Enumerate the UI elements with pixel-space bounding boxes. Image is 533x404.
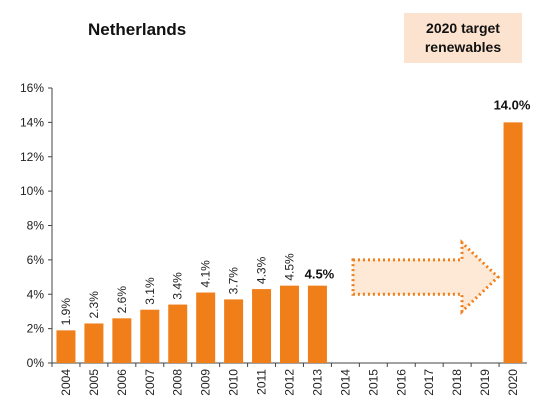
chart-title: Netherlands bbox=[88, 20, 187, 39]
bar bbox=[84, 323, 104, 363]
data-label: 1.9% bbox=[59, 298, 73, 326]
data-label: 4.1% bbox=[199, 260, 213, 288]
bar bbox=[112, 318, 132, 363]
x-tick-label: 2013 bbox=[310, 369, 324, 396]
bar bbox=[168, 304, 188, 363]
x-tick-label: 2012 bbox=[283, 369, 297, 396]
y-tick-label: 16% bbox=[20, 81, 44, 95]
bar bbox=[140, 309, 160, 363]
target-label-box: 2020 target renewables bbox=[404, 13, 522, 63]
data-label: 3.1% bbox=[143, 277, 157, 305]
x-tick-label: 2020 bbox=[506, 369, 520, 396]
y-tick-label: 8% bbox=[27, 219, 45, 233]
x-tick-label: 2016 bbox=[394, 369, 408, 396]
target-label-line1: 2020 target bbox=[426, 20, 500, 36]
y-tick-label: 4% bbox=[27, 287, 45, 301]
x-tick-label: 2010 bbox=[227, 369, 241, 396]
bar bbox=[196, 292, 216, 363]
x-tick-label: 2015 bbox=[366, 369, 380, 396]
dotted-arrow-shape bbox=[351, 239, 501, 315]
bar bbox=[252, 289, 272, 363]
chart-axes: 0% 2% 4% 6% 8% 10% 12% 14% 16% 2004 2005 2006 2007 20… bbox=[20, 81, 527, 396]
chart-data-labels: 1.9% 2.3% 2.6% 3.1% 3.4% 4.1% 3.7% 4.3% 4.5% 4.5%… bbox=[59, 97, 531, 325]
data-label: 3.4% bbox=[171, 272, 185, 300]
bar bbox=[56, 330, 76, 363]
x-tick-label: 2018 bbox=[450, 369, 464, 396]
data-label: 2.6% bbox=[115, 286, 129, 314]
data-label: 14.0% bbox=[494, 97, 531, 112]
data-label: 4.5% bbox=[283, 253, 297, 281]
x-tick-label: 2009 bbox=[199, 369, 213, 396]
data-label: 4.5% bbox=[305, 267, 335, 282]
x-tick-label: 2017 bbox=[422, 369, 436, 396]
x-tick-label: 2019 bbox=[478, 369, 492, 396]
chart-bars bbox=[56, 122, 523, 363]
bar bbox=[224, 299, 244, 363]
x-tick-label: 2007 bbox=[143, 369, 157, 396]
y-tick-label: 0% bbox=[27, 356, 45, 370]
y-tick-label: 12% bbox=[20, 150, 44, 164]
x-tick-label: 2011 bbox=[255, 369, 269, 395]
x-tick-label: 2008 bbox=[171, 369, 185, 396]
bar bbox=[503, 122, 523, 363]
y-tick-label: 2% bbox=[27, 322, 45, 336]
x-tick-label: 2004 bbox=[59, 369, 73, 396]
data-label: 2.3% bbox=[87, 291, 101, 319]
data-label: 4.3% bbox=[255, 256, 269, 284]
y-tick-label: 6% bbox=[27, 253, 45, 267]
data-label: 3.7% bbox=[227, 267, 241, 295]
bar bbox=[307, 285, 327, 363]
bar bbox=[280, 285, 299, 363]
y-tick-label: 14% bbox=[20, 115, 44, 129]
dotted-arrow-icon bbox=[351, 239, 501, 315]
x-tick-label: 2005 bbox=[87, 369, 101, 396]
target-label-line2: renewables bbox=[424, 39, 502, 55]
x-tick-label: 2006 bbox=[115, 369, 129, 396]
x-tick-label: 2014 bbox=[338, 369, 352, 396]
y-tick-label: 10% bbox=[20, 184, 44, 198]
